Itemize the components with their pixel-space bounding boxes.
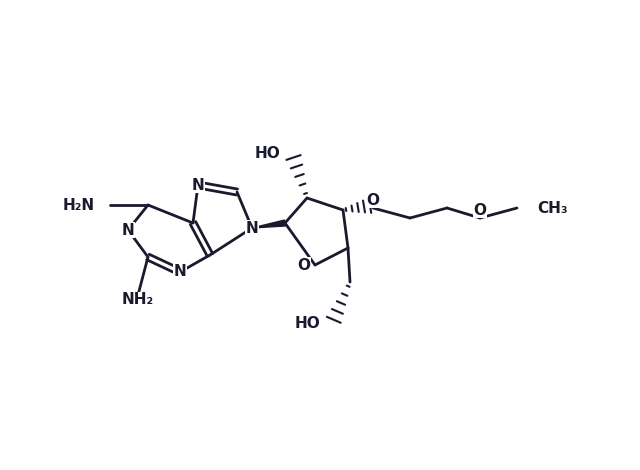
- Text: O: O: [367, 193, 380, 207]
- Polygon shape: [252, 220, 285, 228]
- Text: HO: HO: [254, 146, 280, 160]
- Text: O: O: [297, 258, 310, 273]
- Text: N: N: [122, 222, 134, 237]
- Text: HO: HO: [294, 316, 320, 331]
- Text: H₂N: H₂N: [63, 197, 95, 212]
- Text: O: O: [474, 203, 486, 218]
- Text: N: N: [246, 220, 259, 235]
- Text: NH₂: NH₂: [122, 292, 154, 307]
- Text: N: N: [173, 265, 186, 280]
- Text: N: N: [191, 178, 204, 193]
- Text: CH₃: CH₃: [537, 201, 568, 216]
